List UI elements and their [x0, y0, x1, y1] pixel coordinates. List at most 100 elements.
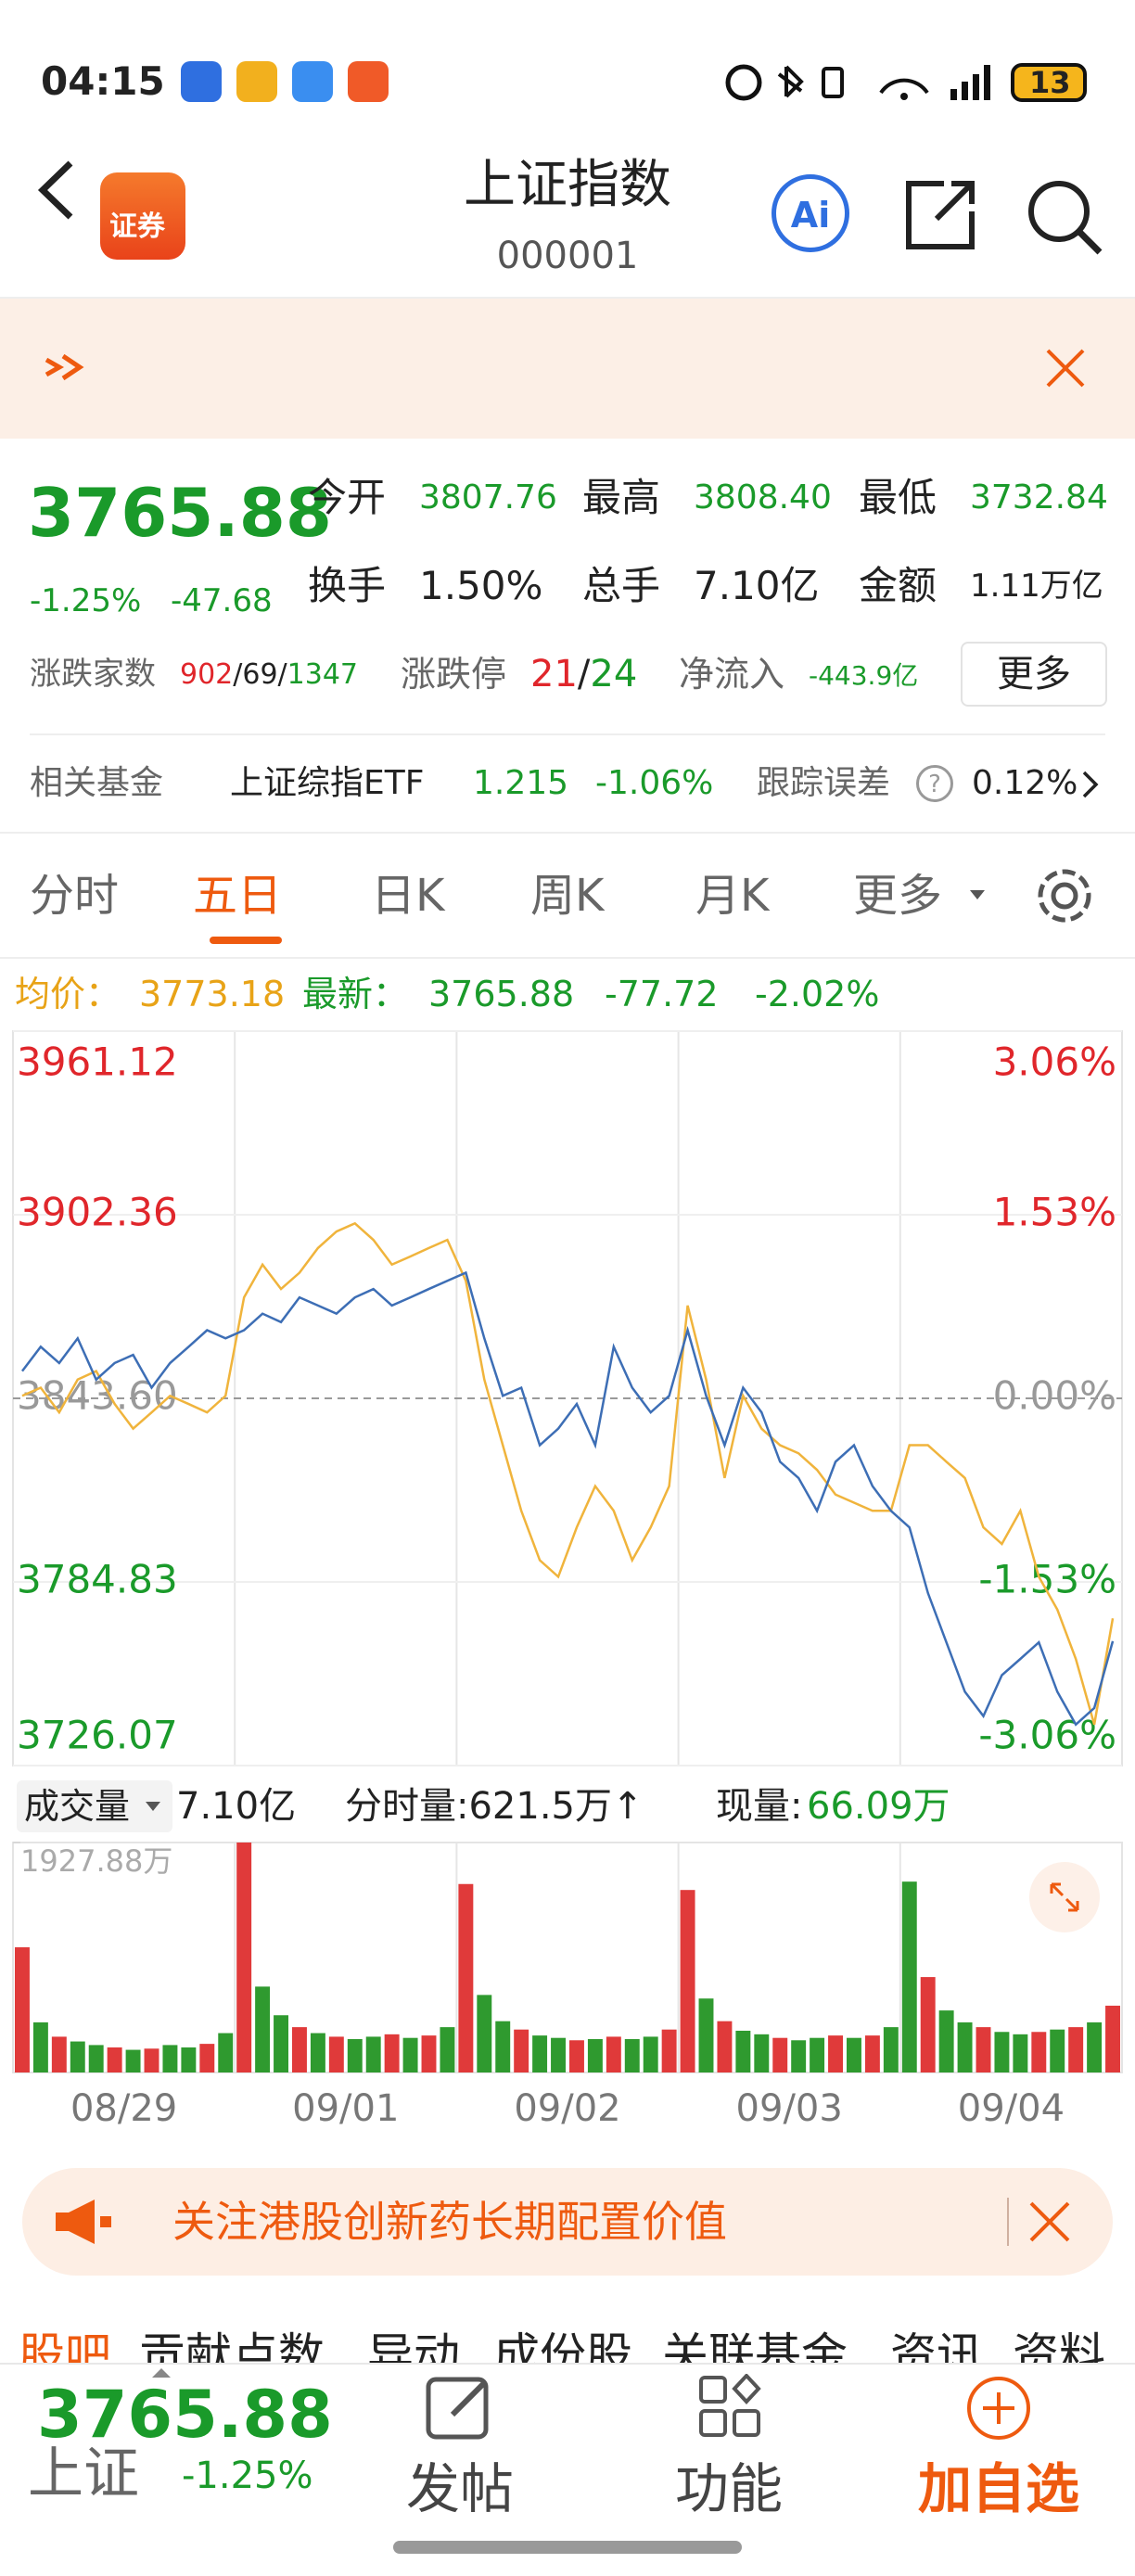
volume-bar [643, 2036, 658, 2072]
x-tick-label: 09/04 [958, 2087, 1065, 2130]
promo-banner[interactable] [22, 2168, 1113, 2276]
volume-bar [1031, 2032, 1047, 2072]
share-button[interactable] [903, 178, 977, 252]
volume-bar [717, 2021, 733, 2072]
volume-bar [477, 1995, 492, 2072]
help-icon[interactable] [916, 765, 953, 802]
breadth-counts: 902/69/1347 [180, 661, 358, 689]
expand-button[interactable] [1029, 1862, 1100, 1932]
x-tick-label: 08/29 [70, 2087, 177, 2130]
battery-level: 13 [1029, 65, 1071, 100]
y2-tick-label: -3.06% [978, 1713, 1116, 1758]
y2-tick-label: -1.53% [978, 1557, 1116, 1602]
volume-bar [51, 2036, 67, 2072]
tracking-label: 跟踪误差 [757, 764, 891, 802]
last-value: 3765.88 [428, 974, 575, 1014]
notice-banner [0, 299, 1135, 439]
volume-bar [920, 1977, 936, 2072]
tab[interactable]: 分时 [30, 870, 120, 922]
volume-bar [532, 2035, 548, 2072]
volume-bar [1087, 2021, 1103, 2072]
settings-button[interactable] [1031, 862, 1098, 929]
action-add-watchlist[interactable]: 加自选 [917, 2457, 1080, 2520]
megaphone-icon [56, 2200, 111, 2244]
volume-bar [199, 2044, 215, 2072]
more-button-text: 更多 [997, 653, 1071, 695]
stat-value: 3807.76 [419, 478, 557, 516]
volume-bar [551, 2037, 566, 2072]
fund-change: -1.06% [595, 764, 714, 802]
stock-code: 000001 [496, 235, 639, 277]
tab-active[interactable]: 五日 [193, 870, 283, 922]
last-price: 3765.88 [28, 474, 332, 552]
add-watchlist-icon [967, 2377, 1030, 2440]
more-button[interactable] [961, 642, 1107, 707]
volume-bar [15, 1946, 30, 2072]
y2-tick-label: 0.00% [993, 1373, 1116, 1419]
change-amount: -47.68 [171, 582, 273, 619]
banner-arrow-icon [45, 353, 84, 381]
net-inflow-value: -443.9亿 [809, 660, 919, 691]
bottom-index-name: 上证 [28, 2442, 139, 2506]
volume-bar [847, 2037, 861, 2072]
stat-label: 总手 [582, 563, 661, 608]
tab[interactable]: 日K [371, 870, 445, 922]
limit-counts: 21/24 [530, 656, 637, 693]
y-tick-label: 3784.83 [17, 1557, 178, 1602]
volume-bar [976, 2027, 991, 2072]
volume-bar [938, 2010, 954, 2072]
page-title: 上证指数 [464, 155, 671, 215]
action-functions[interactable]: 功能 [674, 2457, 784, 2520]
tab[interactable]: 月K [695, 870, 770, 922]
post-icon [426, 2377, 489, 2440]
volume-bar [514, 2029, 529, 2072]
stat-value: 1.11万亿 [970, 567, 1103, 605]
back-button[interactable] [33, 158, 80, 223]
volume-bar [328, 2036, 344, 2072]
volume-bar [828, 2035, 843, 2072]
y-tick-label: 3726.07 [17, 1713, 178, 1758]
volume-total: 7.10亿 [176, 1785, 297, 1828]
y2-tick-label: 3.06% [993, 1039, 1116, 1085]
bottom-bar [0, 2363, 1135, 2576]
x-tick-label: 09/02 [514, 2087, 620, 2130]
banner-close[interactable] [1042, 345, 1089, 391]
volume-selector[interactable] [17, 1780, 172, 1832]
stat-label: 最低 [859, 475, 937, 520]
collapse-arrow [152, 2368, 171, 2378]
plot-frame [12, 1030, 1123, 1766]
search-button[interactable] [1026, 178, 1103, 256]
limit-label: 涨跌停 [401, 654, 507, 695]
app-logo [100, 172, 185, 260]
volume-bar [292, 2027, 307, 2072]
divider [30, 733, 1105, 735]
stat-label: 金额 [859, 563, 937, 608]
tab[interactable]: 周K [530, 870, 605, 922]
volume-bar [162, 2045, 178, 2072]
last-label: 最新： [302, 974, 409, 1014]
status-system-icons [725, 63, 1087, 102]
divider [0, 957, 1135, 959]
volume-bar [810, 2037, 825, 2072]
promo-close[interactable] [1027, 2200, 1072, 2244]
action-post[interactable]: 发帖 [405, 2457, 515, 2520]
last-change: -77.72 [605, 974, 719, 1014]
decliners: 1347 [287, 658, 359, 691]
tab[interactable]: 更多 [853, 870, 943, 922]
volume-label: 成交量 [24, 1786, 131, 1827]
fund-name: 上证综指ETF [230, 764, 425, 802]
volume-bar [864, 2035, 880, 2072]
x-tick-label: 09/03 [736, 2087, 843, 2130]
divider [0, 832, 1135, 834]
ai-button[interactable] [772, 174, 849, 252]
volume-bar [698, 1998, 714, 2072]
help-icon-text: ? [928, 771, 941, 798]
stat-value: 7.10亿 [694, 563, 820, 608]
avg-label: 均价： [15, 974, 121, 1014]
volume-bar [255, 1986, 271, 2072]
volume-bar [735, 2030, 751, 2072]
status-app-icons [181, 61, 389, 102]
volume-bar [883, 2027, 899, 2072]
volume-bar [402, 2037, 418, 2072]
